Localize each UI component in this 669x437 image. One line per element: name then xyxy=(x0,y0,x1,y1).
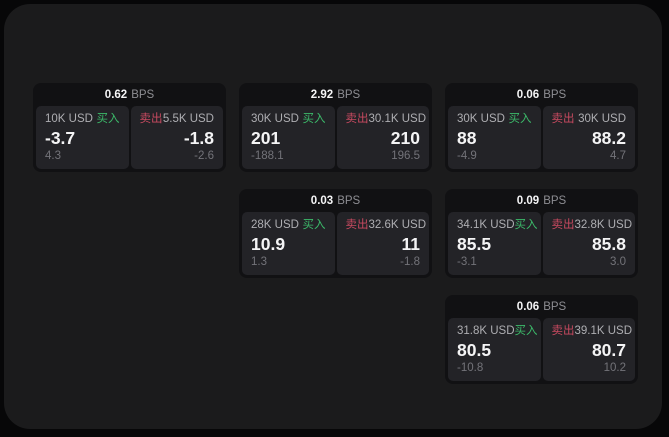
bps-value: 2.92 xyxy=(310,88,334,101)
sell-price: 85.8 xyxy=(591,233,626,254)
buy-amount: 30K USD xyxy=(457,113,505,125)
card-header: 0.09 BPS xyxy=(448,189,635,212)
quote-card: 0.06 BPS 30K USD 买入 88 -4.9 卖出 30K USD xyxy=(445,83,638,172)
card-header: 0.06 BPS xyxy=(448,83,635,106)
sell-delta: 10.2 xyxy=(603,362,626,374)
buy-label: 买入 xyxy=(96,113,120,125)
quote-card: 0.03 BPS 28K USD 买入 10.9 1.3 卖出 32.6K US… xyxy=(239,189,432,278)
sell-delta: 196.5 xyxy=(391,150,420,162)
sell-delta: 3.0 xyxy=(610,256,626,268)
card-header: 2.92 BPS xyxy=(242,83,429,106)
buy-panel[interactable]: 34.1K USD 买入 85.5 -3.1 xyxy=(448,212,541,275)
bps-value: 0.03 xyxy=(310,194,334,207)
buy-delta: 1.3 xyxy=(251,256,267,268)
sell-price: 11 xyxy=(401,233,421,254)
sell-panel[interactable]: 卖出 5.5K USD -1.8 -2.6 xyxy=(130,106,223,169)
buy-label: 买入 xyxy=(302,219,326,231)
buy-panel[interactable]: 30K USD 买入 201 -188.1 xyxy=(242,106,335,169)
buy-price: -3.7 xyxy=(45,127,76,148)
sell-panel[interactable]: 卖出 39.1K USD 80.7 10.2 xyxy=(542,318,635,381)
buy-price: 201 xyxy=(251,127,281,148)
buy-delta: -3.1 xyxy=(457,256,477,268)
quote-card: 0.06 BPS 31.8K USD 买入 80.5 -10.8 卖出 39.1… xyxy=(445,295,638,384)
sell-delta: -2.6 xyxy=(194,150,214,162)
sell-price: 88.2 xyxy=(591,127,626,148)
sell-amount: 5.5K USD xyxy=(162,113,214,125)
buy-label: 买入 xyxy=(508,113,532,125)
bps-value: 0.09 xyxy=(516,194,540,207)
buy-panel[interactable]: 30K USD 买入 88 -4.9 xyxy=(448,106,541,169)
buy-panel[interactable]: 31.8K USD 买入 80.5 -10.8 xyxy=(448,318,541,381)
sell-amount: 32.6K USD xyxy=(368,219,427,231)
sell-price: 210 xyxy=(390,127,420,148)
sell-price: 80.7 xyxy=(591,339,626,360)
sell-label: 卖出 xyxy=(345,219,369,231)
buy-amount: 28K USD xyxy=(251,219,299,231)
buy-label: 买入 xyxy=(514,325,538,337)
buy-panel[interactable]: 28K USD 买入 10.9 1.3 xyxy=(242,212,335,275)
bps-unit: BPS xyxy=(543,88,567,101)
sell-label: 卖出 xyxy=(139,113,163,125)
buy-amount: 30K USD xyxy=(251,113,299,125)
quote-card: 0.09 BPS 34.1K USD 买入 85.5 -3.1 卖出 32.8K… xyxy=(445,189,638,278)
card-header: 0.62 BPS xyxy=(36,83,223,106)
buy-amount: 10K USD xyxy=(45,113,93,125)
buy-panel[interactable]: 10K USD 买入 -3.7 4.3 xyxy=(36,106,129,169)
sell-delta: -1.8 xyxy=(400,256,420,268)
bps-value: 0.06 xyxy=(516,300,540,313)
sell-price: -1.8 xyxy=(183,127,214,148)
quote-card: 2.92 BPS 30K USD 买入 201 -188.1 卖出 30.1K … xyxy=(239,83,432,172)
buy-label: 买入 xyxy=(514,219,538,231)
buy-amount: 31.8K USD xyxy=(457,325,515,337)
sell-label: 卖出 xyxy=(345,113,369,125)
bps-value: 0.06 xyxy=(516,88,540,101)
buy-label: 买入 xyxy=(302,113,326,125)
sell-panel[interactable]: 卖出 30.1K USD 210 196.5 xyxy=(336,106,429,169)
quote-grid: 0.62 BPS 10K USD 买入 -3.7 4.3 卖出 5.5K USD xyxy=(33,83,638,384)
sell-delta: 4.7 xyxy=(610,150,626,162)
buy-price: 10.9 xyxy=(251,233,286,254)
sell-label: 卖出 xyxy=(551,219,575,231)
sell-panel[interactable]: 卖出 32.6K USD 11 -1.8 xyxy=(336,212,429,275)
bps-value: 0.62 xyxy=(104,88,128,101)
sell-amount: 30K USD xyxy=(578,113,626,125)
card-header: 0.06 BPS xyxy=(448,295,635,318)
quote-card: 0.62 BPS 10K USD 买入 -3.7 4.3 卖出 5.5K USD xyxy=(33,83,226,172)
buy-price: 85.5 xyxy=(457,233,492,254)
bps-unit: BPS xyxy=(543,194,567,207)
quotes-panel: 0.62 BPS 10K USD 买入 -3.7 4.3 卖出 5.5K USD xyxy=(4,4,662,429)
card-header: 0.03 BPS xyxy=(242,189,429,212)
buy-delta: -10.8 xyxy=(457,362,484,374)
sell-amount: 32.8K USD xyxy=(574,219,633,231)
buy-amount: 34.1K USD xyxy=(457,219,515,231)
sell-amount: 39.1K USD xyxy=(574,325,633,337)
buy-delta: -4.9 xyxy=(457,150,477,162)
sell-label: 卖出 xyxy=(551,325,575,337)
bps-unit: BPS xyxy=(337,194,361,207)
sell-panel[interactable]: 卖出 30K USD 88.2 4.7 xyxy=(542,106,635,169)
bps-unit: BPS xyxy=(337,88,361,101)
bps-unit: BPS xyxy=(543,300,567,313)
buy-price: 88 xyxy=(457,127,477,148)
buy-delta: -188.1 xyxy=(251,150,284,162)
sell-label: 卖出 xyxy=(551,113,575,125)
bps-unit: BPS xyxy=(131,88,155,101)
sell-panel[interactable]: 卖出 32.8K USD 85.8 3.0 xyxy=(542,212,635,275)
buy-price: 80.5 xyxy=(457,339,492,360)
sell-amount: 30.1K USD xyxy=(368,113,427,125)
buy-delta: 4.3 xyxy=(45,150,61,162)
